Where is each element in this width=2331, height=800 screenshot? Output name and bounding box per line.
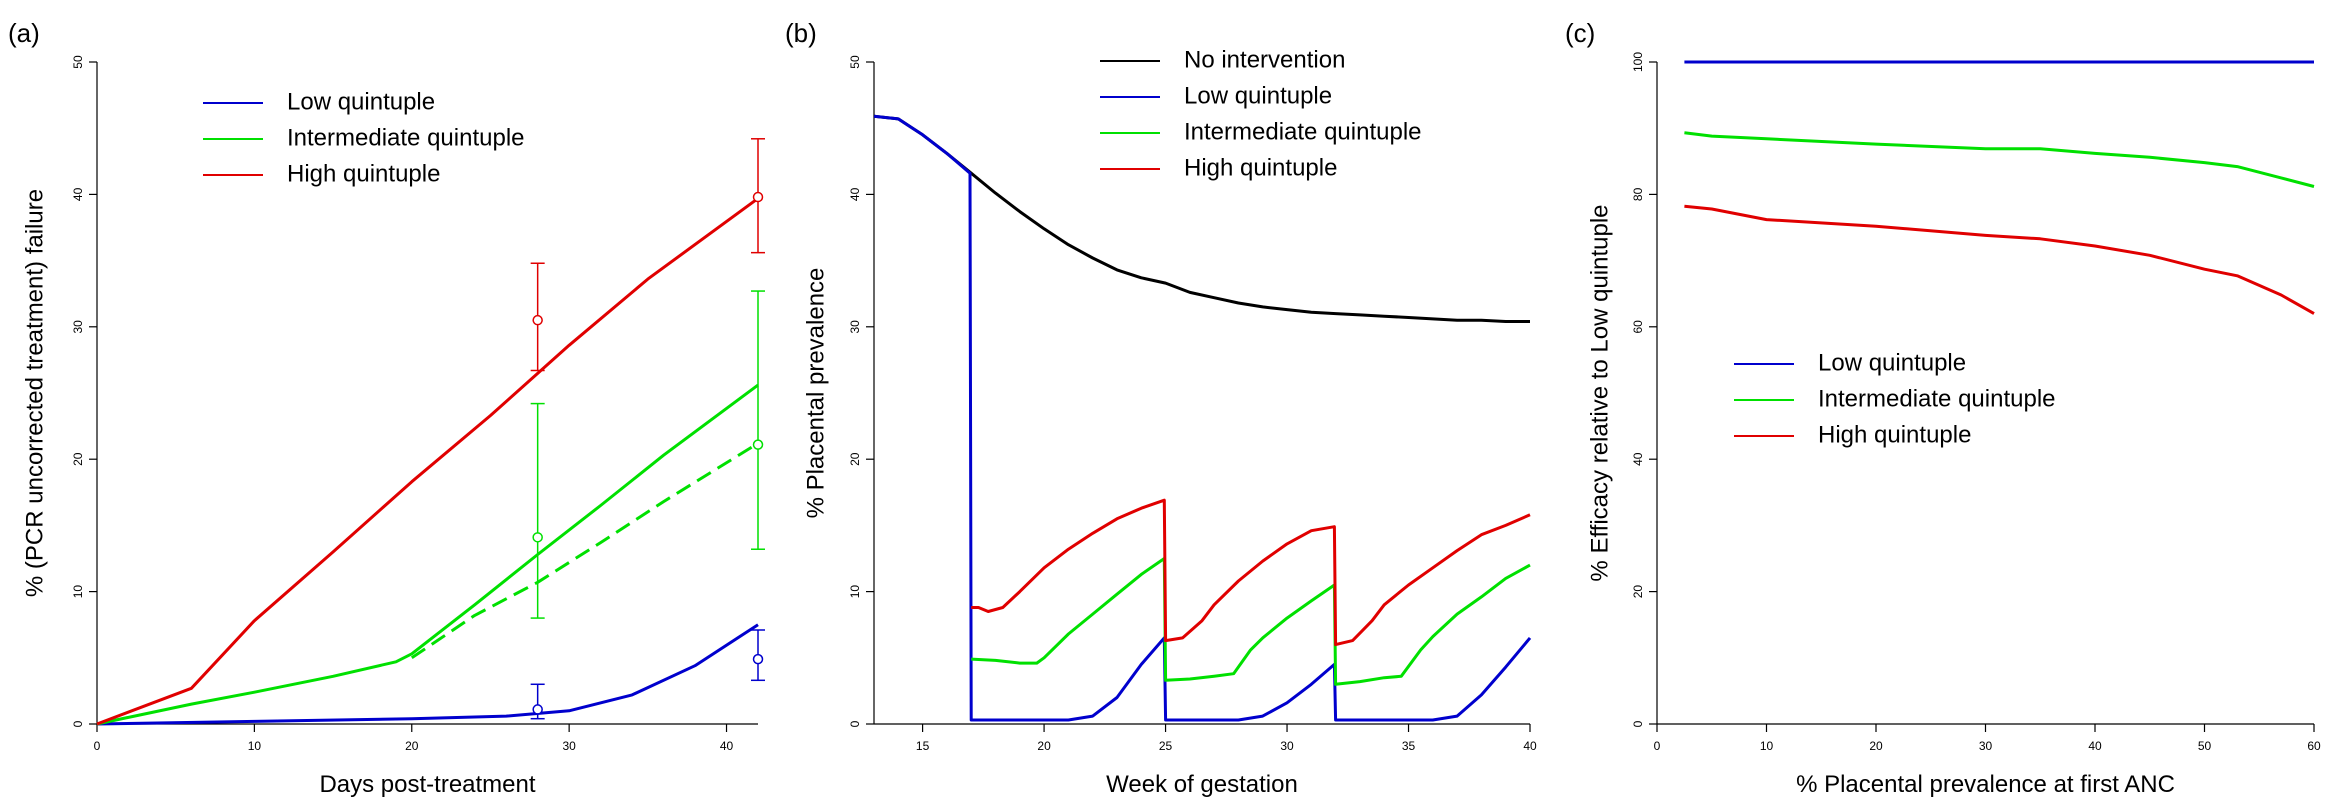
x-tick-label: 15 [916,739,930,753]
x-tick-label: 40 [1523,739,1537,753]
x-axis-label: Week of gestation [1106,771,1298,798]
x-tick-label: 0 [1654,739,1661,753]
data-point-low [752,653,764,665]
y-tick-label: 20 [1631,585,1645,599]
y-tick-label: 30 [848,320,862,334]
x-tick-label: 10 [248,739,262,753]
panel-a: (a) 0 10 20 30 40 0 10 20 30 40 50 Days post-treatme… [8,18,765,798]
x-tick-label: 30 [562,739,576,753]
y-tick-label: 50 [848,55,862,69]
x-tick-label: 35 [1402,739,1416,753]
legend-label-high-quintuple: High quintuple [287,160,440,187]
legend-label-low-quintuple: Low quintuple [1818,349,1966,376]
x-tick-label: 20 [1037,739,1051,753]
series-line-intermediate-dashed [410,442,759,660]
legend-label-high-quintuple: High quintuple [1818,421,1971,448]
y-tick-label: 0 [848,720,862,727]
data-point-low [532,704,543,715]
series-line-intermediate-quintuple [1684,131,2315,188]
series-line-high-quintuple [1684,204,2315,315]
panel-label: (b) [785,18,817,48]
x-tick-label: 25 [1159,739,1173,753]
y-tick-label: 0 [1631,720,1645,727]
data-point-intermediate [532,532,543,543]
x-tick-label: 50 [2198,739,2212,753]
x-tick-label: 20 [405,739,419,753]
y-tick-label: 80 [1631,187,1645,201]
y-tick-label: 40 [71,187,85,201]
data-point-high [532,314,543,326]
series-line-high-quintuple [971,498,1531,647]
x-axis-label: % Placental prevalence at first ANC [1796,771,2175,798]
x-tick-label: 40 [2088,739,2102,753]
x-axis-label: Days post-treatment [319,771,535,798]
series-line-low-quintuple [96,623,759,726]
data-point-high [752,191,764,203]
x-tick-label: 40 [720,739,734,753]
legend-label-intermediate-quintuple: Intermediate quintuple [1818,385,2056,412]
x-tick-label: 60 [2307,739,2321,753]
x-tick-label: 10 [1760,739,1774,753]
legend-label-intermediate-quintuple: Intermediate quintuple [1184,118,1422,145]
y-tick-label: 50 [71,55,85,69]
y-tick-label: 30 [71,320,85,334]
series-line-no-intervention [873,114,1530,323]
series-line-low-quintuple [873,114,1532,722]
series-line-intermediate-quintuple [971,557,1531,686]
x-tick-label: 30 [1280,739,1294,753]
legend-label-high-quintuple: High quintuple [1184,154,1337,181]
y-tick-label: 100 [1631,52,1645,72]
x-tick-label: 20 [1869,739,1883,753]
y-tick-label: 40 [1631,452,1645,466]
panel-c: (c) 0 10 20 30 40 50 60 0 20 40 60 80 100 % Placental … [1565,18,2321,798]
y-axis-label: % (PCR uncorrected treatment) failure [21,189,48,597]
legend-label-intermediate-quintuple: Intermediate quintuple [287,124,525,151]
y-tick-label: 10 [71,585,85,599]
panel-label: (a) [8,18,40,48]
y-axis-label: % Placental prevalence [802,268,829,519]
y-tick-label: 60 [1631,320,1645,334]
panel-label: (c) [1565,18,1595,48]
legend-label-no-intervention: No intervention [1184,46,1345,73]
legend-label-low-quintuple: Low quintuple [1184,82,1332,109]
series-line-intermediate-quintuple [96,383,759,726]
y-tick-label: 20 [71,452,85,466]
y-tick-label: 10 [848,585,862,599]
series-line-high-quintuple [96,197,759,726]
y-tick-label: 0 [71,720,85,727]
y-tick-label: 20 [848,452,862,466]
x-tick-label: 30 [1979,739,1993,753]
y-axis-label: % Efficacy relative to Low quintuple [1586,204,1613,581]
panel-b: (b) 15 20 25 30 35 40 0 10 20 30 40 50 Week of gestat… [785,18,1537,798]
legend-label-low-quintuple: Low quintuple [287,88,435,115]
x-tick-label: 0 [94,739,101,753]
data-point-intermediate [752,439,764,450]
y-tick-label: 40 [848,187,862,201]
